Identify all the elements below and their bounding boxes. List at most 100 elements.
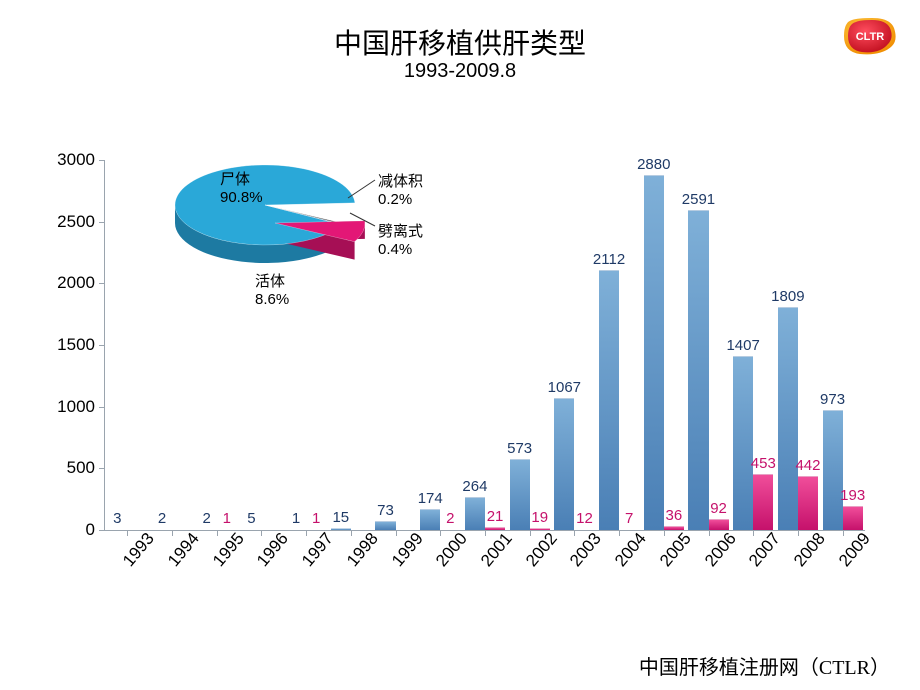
bar: 5 <box>241 529 261 530</box>
bar: 7 <box>619 529 639 530</box>
bar: 174 <box>420 509 440 530</box>
x-tick-label: 1999 <box>388 529 428 571</box>
pie-label: 减体积0.2% <box>378 170 423 209</box>
bar-value-label: 442 <box>795 457 820 474</box>
x-tick-label: 2009 <box>835 529 875 571</box>
bar-value-label: 973 <box>820 391 845 408</box>
x-tick <box>619 530 620 536</box>
x-tick <box>664 530 665 536</box>
x-tick-label: 2002 <box>522 529 562 571</box>
bar-value-label: 2 <box>446 510 454 527</box>
x-tick-label: 1997 <box>298 529 338 571</box>
x-tick-label: 2003 <box>566 529 606 571</box>
y-tick-label: 500 <box>67 458 95 478</box>
x-tick <box>127 530 128 536</box>
chart-subtitle: 1993-2009.8 <box>0 60 920 83</box>
bar-value-label: 2 <box>203 510 211 527</box>
y-tick <box>99 530 105 531</box>
bar-value-label: 1067 <box>548 379 581 396</box>
y-tick <box>99 222 105 223</box>
y-tick-label: 1000 <box>57 397 95 417</box>
bar-value-label: 2880 <box>637 156 670 173</box>
bar: 573 <box>510 459 530 530</box>
bar-value-label: 174 <box>418 490 443 507</box>
y-tick-label: 2500 <box>57 212 95 232</box>
bar: 1067 <box>554 398 574 530</box>
bar-value-label: 453 <box>751 455 776 472</box>
bar: 2 <box>440 529 460 530</box>
bar: 2591 <box>688 210 708 530</box>
x-tick-label: 2007 <box>745 529 785 571</box>
pie-label: 尸体90.8% <box>220 168 263 207</box>
bar: 21 <box>485 527 505 530</box>
y-tick <box>99 160 105 161</box>
bar: 1 <box>286 529 306 530</box>
x-tick <box>351 530 352 536</box>
bar: 36 <box>664 526 684 530</box>
x-tick <box>217 530 218 536</box>
y-tick <box>99 345 105 346</box>
x-tick <box>172 530 173 536</box>
bar-value-label: 573 <box>507 440 532 457</box>
x-tick-label: 1998 <box>343 529 383 571</box>
bar-value-label: 73 <box>377 502 394 519</box>
bar-value-label: 1809 <box>771 288 804 305</box>
x-tick-label: 1996 <box>253 529 293 571</box>
x-tick <box>709 530 710 536</box>
logo-text: CLTR <box>856 31 885 43</box>
bar-value-label: 21 <box>487 508 504 525</box>
bar-value-label: 2591 <box>682 191 715 208</box>
x-tick <box>798 530 799 536</box>
bar-value-label: 264 <box>462 478 487 495</box>
bar-value-label: 3 <box>113 510 121 527</box>
x-tick <box>306 530 307 536</box>
x-tick-label: 2001 <box>477 529 517 571</box>
footer-source: 中国肝移植注册网（CTLR） <box>639 651 890 680</box>
bar-value-label: 19 <box>531 509 548 526</box>
bar: 92 <box>709 519 729 530</box>
bar: 1407 <box>733 356 753 530</box>
bar-value-label: 36 <box>666 507 683 524</box>
bar-value-label: 1 <box>223 510 231 527</box>
y-tick <box>99 283 105 284</box>
y-tick-label: 0 <box>86 520 95 540</box>
bar-value-label: 193 <box>840 487 865 504</box>
y-tick-label: 1500 <box>57 335 95 355</box>
x-tick-label: 1994 <box>164 529 204 571</box>
bar: 442 <box>798 476 818 531</box>
bar-value-label: 1407 <box>726 337 759 354</box>
y-tick-label: 2000 <box>57 273 95 293</box>
x-tick-label: 2005 <box>656 529 696 571</box>
x-tick-label: 2000 <box>432 529 472 571</box>
x-tick <box>574 530 575 536</box>
bar: 15 <box>331 528 351 530</box>
pie-chart: 尸体90.8%活体8.6%劈离式0.4%减体积0.2% <box>160 150 460 330</box>
x-tick <box>843 530 844 536</box>
bar-value-label: 1 <box>292 510 300 527</box>
x-tick <box>440 530 441 536</box>
bar-value-label: 12 <box>576 510 593 527</box>
bar: 2 <box>152 529 172 530</box>
x-tick <box>530 530 531 536</box>
bar: 2880 <box>644 175 664 530</box>
y-tick <box>99 407 105 408</box>
bar: 2112 <box>599 270 619 530</box>
y-tick-label: 3000 <box>57 150 95 170</box>
bar-value-label: 15 <box>332 509 349 526</box>
bar: 453 <box>753 474 773 530</box>
bar: 73 <box>375 521 395 530</box>
x-tick-label: 1995 <box>209 529 249 571</box>
pie-label: 活体8.6% <box>255 270 289 309</box>
bar: 264 <box>465 497 485 530</box>
bar-value-label: 92 <box>710 500 727 517</box>
bar: 1 <box>306 529 326 530</box>
chart-title: 中国肝移植供肝类型 <box>0 22 920 62</box>
bar: 1 <box>217 529 237 530</box>
x-tick <box>396 530 397 536</box>
bar: 1809 <box>778 307 798 530</box>
pie-leader <box>348 180 375 198</box>
bar: 193 <box>843 506 863 530</box>
x-tick-label: 1993 <box>119 529 159 571</box>
bar: 19 <box>530 528 550 530</box>
x-tick <box>753 530 754 536</box>
